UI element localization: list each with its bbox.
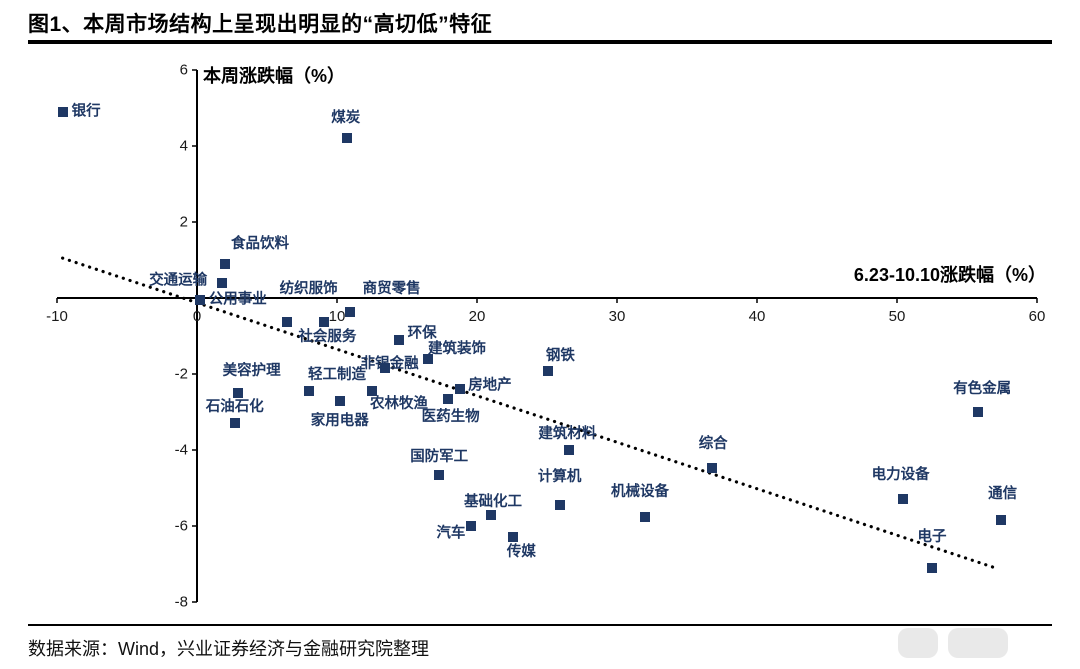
point-marker xyxy=(341,133,352,144)
point-label: 食品饮料 xyxy=(231,235,289,252)
point-marker xyxy=(423,353,433,364)
point-marker xyxy=(344,307,355,318)
point-marker xyxy=(379,363,390,374)
x-axis-title: 6.23-10.10涨跌幅（%） xyxy=(853,265,1046,285)
point-marker xyxy=(367,386,377,397)
point-label: 机械设备 xyxy=(611,483,669,500)
point-marker xyxy=(543,365,554,376)
point-marker xyxy=(486,509,496,520)
point-label: 银行 xyxy=(71,103,101,120)
point-marker xyxy=(393,334,404,345)
point-marker xyxy=(995,515,1006,526)
point-marker xyxy=(508,532,519,543)
point-label: 汽车 xyxy=(436,525,466,542)
watermark xyxy=(898,628,938,658)
y-axis-title: 本周涨跌幅（%） xyxy=(203,66,346,86)
point-label: 煤炭 xyxy=(331,110,361,127)
point-marker xyxy=(319,316,330,327)
point-marker xyxy=(334,395,345,406)
point-marker xyxy=(229,418,240,429)
point-label: 公用事业 xyxy=(208,291,267,308)
point-label: 基础化工 xyxy=(464,493,522,510)
point-marker xyxy=(973,407,984,417)
y-tick-label: 2 xyxy=(179,213,188,231)
point-label: 通信 xyxy=(988,486,1018,503)
y-tick-label: 6 xyxy=(179,61,188,79)
x-tick-label: 40 xyxy=(748,308,766,325)
point-label: 计算机 xyxy=(537,469,582,486)
point-marker xyxy=(194,294,205,305)
y-tick-label: -4 xyxy=(174,441,188,459)
x-tick-label: 50 xyxy=(888,308,906,325)
x-tick-label: 0 xyxy=(192,308,202,325)
trend-line xyxy=(60,256,997,570)
watermark xyxy=(948,628,1008,658)
x-tick-label: 30 xyxy=(608,308,626,325)
point-label: 环保 xyxy=(407,325,437,342)
point-marker xyxy=(897,494,908,505)
point-label: 钢铁 xyxy=(545,347,575,364)
point-marker xyxy=(640,511,650,522)
point-label: 国防军工 xyxy=(410,449,469,466)
point-label: 美容护理 xyxy=(222,363,281,379)
point-label: 社会服务 xyxy=(298,328,357,345)
point-marker xyxy=(57,106,68,117)
point-marker xyxy=(304,386,314,397)
point-label: 房地产 xyxy=(468,377,512,394)
point-label: 非银金融 xyxy=(360,356,419,373)
point-marker xyxy=(554,500,565,511)
point-marker xyxy=(707,462,718,473)
point-label: 综合 xyxy=(698,435,728,452)
point-label: 建筑装饰 xyxy=(428,340,486,357)
header-divider xyxy=(28,40,1052,44)
point-marker xyxy=(217,277,228,288)
data-source: 数据来源：Wind，兴业证券经济与金融研究院整理 xyxy=(28,639,430,659)
point-label: 电子 xyxy=(917,528,947,545)
point-label: 医药生物 xyxy=(421,409,480,426)
point-label: 建筑材料 xyxy=(538,426,597,442)
x-tick-label: -10 xyxy=(46,308,68,325)
point-label: 传媒 xyxy=(506,544,536,561)
x-tick-label: 60 xyxy=(1028,308,1046,325)
point-label: 交通运输 xyxy=(149,272,208,289)
figure-title: 图1、本周市场结构上呈现出明显的“高切低”特征 xyxy=(28,13,493,36)
point-marker xyxy=(281,316,292,327)
x-tick-label: 10 xyxy=(328,308,346,325)
point-label: 电力设备 xyxy=(871,467,930,484)
point-label: 家用电器 xyxy=(310,412,369,429)
y-tick-label: -8 xyxy=(174,593,188,611)
point-label: 轻工制造 xyxy=(308,367,366,384)
x-tick-label: 20 xyxy=(468,308,486,325)
y-tick-label: 4 xyxy=(179,137,188,155)
point-marker xyxy=(564,445,575,455)
point-label: 石油石化 xyxy=(205,399,264,416)
point-marker xyxy=(220,258,230,269)
y-tick-label: -6 xyxy=(174,517,188,535)
point-label: 农林牧渔 xyxy=(370,396,428,413)
point-marker xyxy=(442,394,453,405)
point-label: 有色金属 xyxy=(953,381,1012,397)
point-marker xyxy=(232,388,243,398)
point-marker xyxy=(466,521,477,531)
footer-divider xyxy=(28,624,1052,626)
point-marker xyxy=(455,384,466,395)
point-marker xyxy=(434,470,445,481)
point-label: 商贸零售 xyxy=(362,281,421,298)
y-tick-label: -2 xyxy=(174,365,188,383)
point-marker xyxy=(927,562,937,573)
point-label: 纺织服饰 xyxy=(279,280,338,297)
